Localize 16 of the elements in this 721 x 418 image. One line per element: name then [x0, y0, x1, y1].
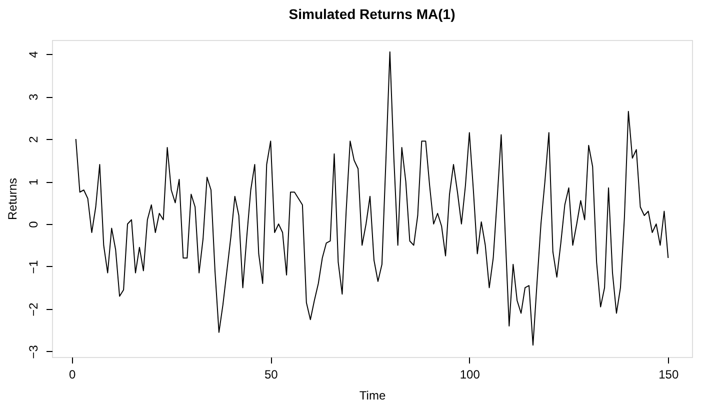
y-tick-label: 3 — [26, 93, 40, 100]
y-axis-title: Returns — [6, 178, 20, 220]
y-tick-label: 4 — [26, 50, 40, 58]
x-axis-title: Time — [359, 388, 386, 402]
chart-title: Simulated Returns MA(1) — [288, 6, 456, 22]
x-tick-label: 150 — [658, 368, 679, 382]
y-tick-label: 1 — [26, 178, 40, 186]
x-tick-label: 0 — [69, 368, 76, 382]
line-series — [75, 51, 669, 346]
y-tick-label: −3 — [26, 344, 40, 359]
x-tick-label: 50 — [264, 368, 278, 382]
y-tick-label: 2 — [26, 136, 40, 143]
y-tick-label: −1 — [26, 260, 40, 274]
x-tick-label: 100 — [460, 368, 480, 382]
y-tick-label: 0 — [26, 220, 40, 228]
y-tick-label: −2 — [26, 302, 40, 316]
